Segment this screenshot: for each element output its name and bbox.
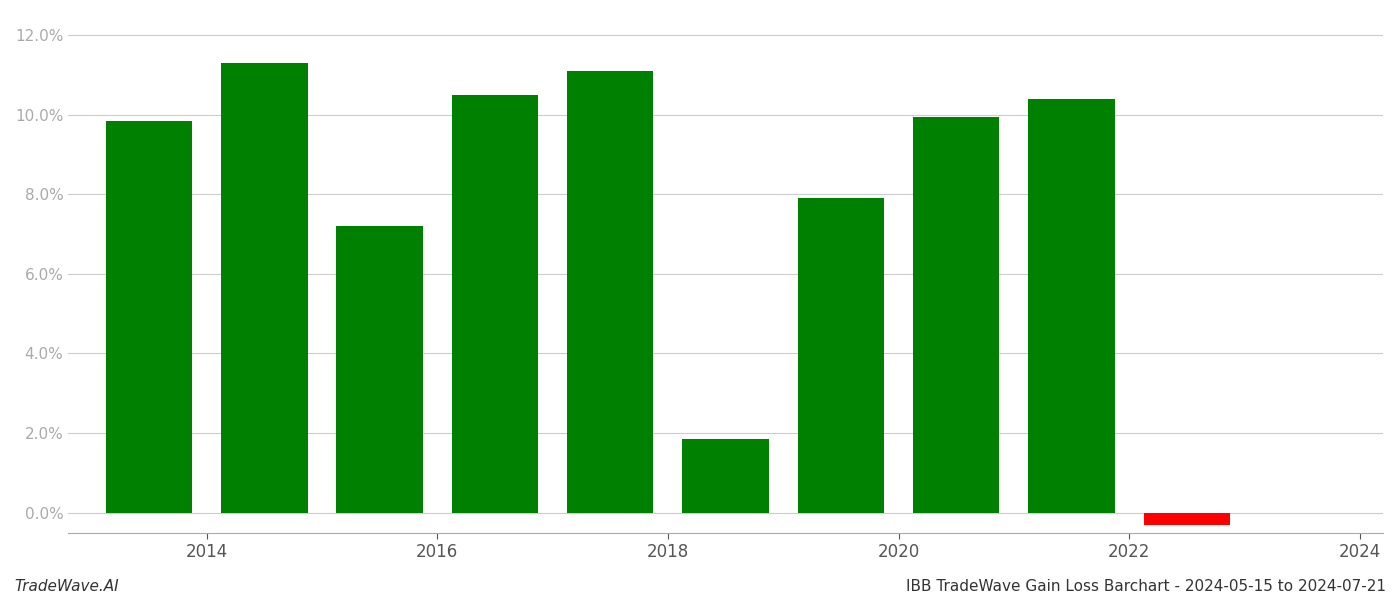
Bar xyxy=(106,121,192,512)
Bar xyxy=(798,198,885,512)
Bar xyxy=(567,71,654,512)
Bar xyxy=(221,63,308,512)
Bar xyxy=(1028,98,1114,512)
Bar xyxy=(913,116,1000,512)
Text: TradeWave.AI: TradeWave.AI xyxy=(14,579,119,594)
Bar xyxy=(336,226,423,512)
Bar xyxy=(682,439,769,512)
Bar xyxy=(452,95,538,512)
Bar xyxy=(1144,512,1231,524)
Text: IBB TradeWave Gain Loss Barchart - 2024-05-15 to 2024-07-21: IBB TradeWave Gain Loss Barchart - 2024-… xyxy=(906,579,1386,594)
